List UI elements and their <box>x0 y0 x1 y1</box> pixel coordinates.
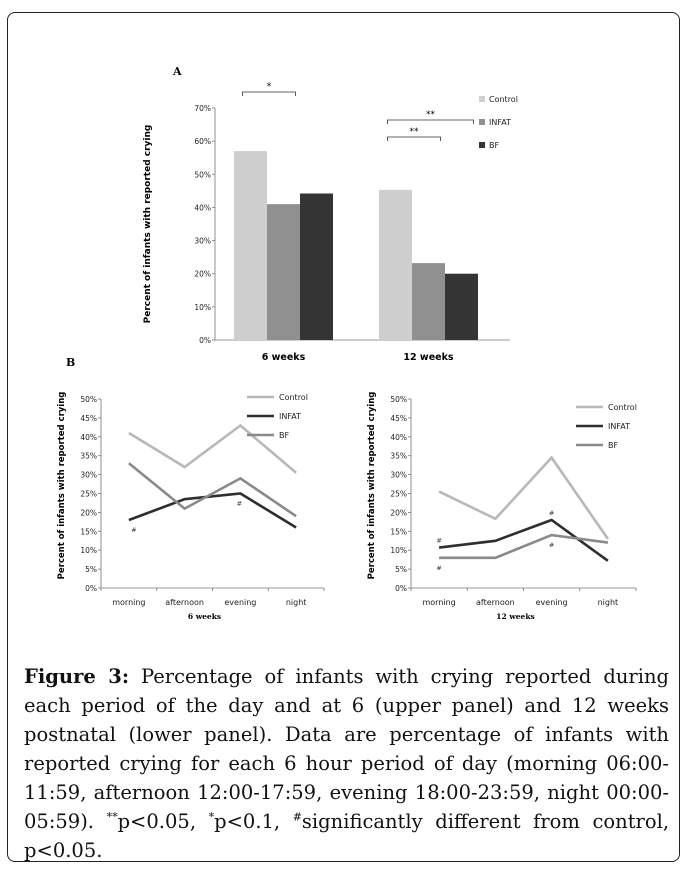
caption-text-2: p<0.05, <box>117 810 209 833</box>
y-tick-label: 10% <box>390 546 407 555</box>
y-tick-label: 30% <box>390 471 407 480</box>
bar-infat-1 <box>267 204 300 340</box>
y-tick-label: 50% <box>194 170 211 179</box>
significance-bracket <box>387 119 474 124</box>
y-tick-label: 50% <box>390 395 407 404</box>
legend-label-control: Control <box>608 403 637 412</box>
legend-label-control: Control <box>279 393 308 402</box>
x-axis-title: 6 weeks <box>188 612 221 621</box>
series-line-control <box>438 455 609 540</box>
y-tick-label: 5% <box>395 565 407 574</box>
y-tick-label: 30% <box>194 237 211 246</box>
y-tick-label: 30% <box>80 471 97 480</box>
caption-sup-1: ** <box>106 810 118 824</box>
significance-marker: # <box>549 509 554 517</box>
y-tick-label: 0% <box>199 336 211 345</box>
y-tick-label: 40% <box>390 433 407 442</box>
x-tick-label: evening <box>536 598 568 607</box>
x-tick-label: night <box>598 598 619 607</box>
significance-marker: # <box>131 526 136 534</box>
significance-bracket <box>242 91 296 96</box>
caption-sup-3: # <box>292 810 302 824</box>
x-tick-label: evening <box>224 598 256 607</box>
x-tick-label: morning <box>112 598 145 607</box>
significance-marker: ** <box>426 110 436 120</box>
caption-text-1: Percentage of infants with crying report… <box>24 665 669 833</box>
y-tick-label: 0% <box>85 584 97 593</box>
figure-caption: Figure 3: Percentage of infants with cry… <box>24 662 669 865</box>
bar-bf-2 <box>445 273 478 340</box>
legend-swatch-bf <box>479 142 485 148</box>
y-tick-label: 40% <box>194 203 211 212</box>
panel-letter-b: B <box>66 356 75 369</box>
y-tick-label: 70% <box>194 104 211 113</box>
y-axis-label: Percent of infants with reported crying <box>143 125 153 324</box>
series-line-infat <box>438 518 609 562</box>
caption-text-4: significantly different from control, p<… <box>24 810 670 862</box>
legend-label-infat: INFAT <box>608 422 630 431</box>
y-tick-label: 20% <box>194 270 211 279</box>
legend-label-bf: BF <box>279 431 289 440</box>
significance-marker: # <box>549 541 554 549</box>
legend-label-bf: BF <box>489 141 499 150</box>
significance-marker: * <box>267 82 272 92</box>
significance-marker: # <box>237 500 242 508</box>
y-axis-label: Percent of infants with reported crying <box>57 392 67 580</box>
caption-text-3: p<0.1, <box>214 810 293 833</box>
y-tick-label: 10% <box>80 546 97 555</box>
y-tick-label: 10% <box>194 303 211 312</box>
bar-bf-1 <box>300 193 333 340</box>
y-axis-label: Percent of infants with reported crying <box>367 392 377 580</box>
x-tick-label: afternoon <box>165 598 204 607</box>
bar-control-2 <box>379 189 412 340</box>
y-tick-label: 45% <box>390 414 407 423</box>
series-line-control <box>128 423 297 474</box>
y-tick-label: 20% <box>390 508 407 517</box>
x-tick-label: 12 weeks <box>403 352 454 363</box>
y-tick-label: 20% <box>80 508 97 517</box>
legend-label-control: Control <box>489 95 518 104</box>
x-tick-label: night <box>286 598 307 607</box>
y-tick-label: 45% <box>80 414 97 423</box>
significance-marker: # <box>436 564 441 572</box>
y-tick-label: 0% <box>395 584 407 593</box>
bar-infat-2 <box>412 263 445 340</box>
y-tick-label: 35% <box>80 452 97 461</box>
series-line-bf <box>439 533 609 560</box>
legend-label-infat: INFAT <box>279 412 301 421</box>
y-tick-label: 60% <box>194 137 211 146</box>
caption-label: Figure 3: <box>24 665 130 688</box>
y-tick-label: 15% <box>80 527 97 536</box>
significance-bracket <box>387 136 441 141</box>
y-tick-label: 5% <box>85 565 97 574</box>
bar-control-1 <box>234 151 267 340</box>
legend-label-bf: BF <box>608 441 618 450</box>
significance-marker: # <box>436 537 441 545</box>
legend-swatch-infat <box>479 119 485 125</box>
significance-marker: ** <box>410 127 420 137</box>
panel-letter-a: A <box>172 65 182 78</box>
figure-frame: A 0% 10% 20% 30% 40% 50% 60% 70% Percent of infan… <box>7 12 680 862</box>
y-tick-label: 25% <box>390 490 407 499</box>
legend-label-infat: INFAT <box>489 118 511 127</box>
y-tick-label: 25% <box>80 490 97 499</box>
x-tick-label: morning <box>422 598 455 607</box>
y-tick-label: 50% <box>80 395 97 404</box>
x-axis-title: 12 weeks <box>496 612 534 621</box>
x-tick-label: 6 weeks <box>262 352 306 363</box>
y-tick-label: 15% <box>390 527 407 536</box>
y-tick-label: 35% <box>390 452 407 461</box>
series-line-bf <box>128 462 297 518</box>
figure-charts: A 0% 10% 20% 30% 40% 50% 60% 70% Percent of infan… <box>57 65 637 621</box>
x-tick-label: afternoon <box>476 598 515 607</box>
caption-sup-2: * <box>208 810 215 824</box>
y-tick-label: 40% <box>80 433 97 442</box>
legend-swatch-control <box>479 96 485 102</box>
series-line-infat <box>128 492 297 529</box>
